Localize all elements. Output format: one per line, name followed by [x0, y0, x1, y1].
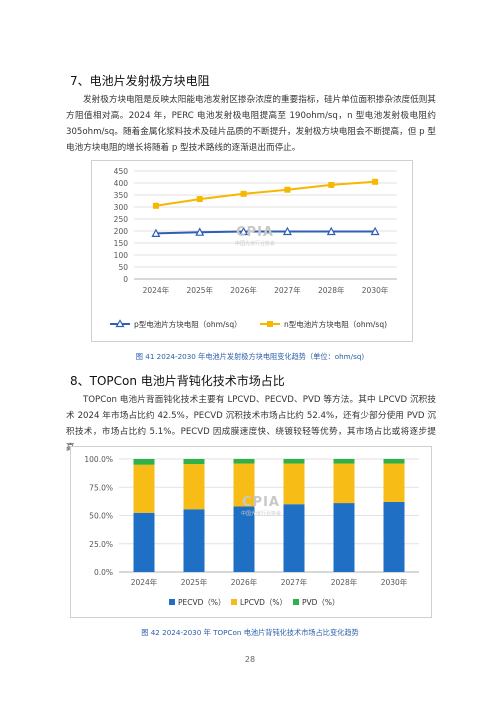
section-7-title: 7、电池片发射极方块电阻 — [70, 74, 210, 88]
y-tick-label: 250 — [114, 215, 129, 224]
bar-segment — [233, 463, 255, 507]
data-point — [152, 202, 159, 209]
x-tick-label: 2025年 — [181, 577, 208, 587]
x-tick-label: 2024年 — [143, 285, 170, 295]
data-point — [370, 226, 380, 236]
y-tick-label: 300 — [114, 203, 129, 212]
bar-segment — [333, 459, 355, 464]
figure-41-caption: 图 41 2024-2030 年电池片发射极方块电阻变化趋势（单位：ohm/sq… — [135, 352, 365, 361]
bar-segment — [183, 459, 205, 465]
bar-segment — [233, 459, 255, 464]
legend-marker — [267, 321, 273, 327]
legend-swatch — [293, 599, 299, 605]
bar-segment — [283, 504, 305, 572]
x-tick-label: 2028年 — [318, 285, 345, 295]
bar-segment — [283, 459, 305, 464]
y-tick-label: 0 — [123, 275, 128, 284]
data-point — [326, 226, 336, 236]
section-8-title: 8、TOPCon 电池片背钝化技术市场占比 — [70, 374, 285, 388]
data-point — [239, 226, 249, 236]
line-chart-svg: 0 50 100 150 200 250 300 350 400 450 2024年 2025年 202… — [110, 167, 397, 329]
data-point — [328, 181, 335, 188]
bar-segment — [233, 506, 255, 572]
section-7-paragraph: 发射极方块电阻是反映太阳能电池发射区掺杂浓度的重要指标，硅片单位面积掺杂浓度低则… — [66, 95, 436, 153]
bar-segment — [133, 512, 155, 572]
bar-segment — [133, 459, 155, 465]
legend-swatch — [169, 599, 175, 605]
figure-42-caption: 图 42 2024-2030 年 TOPCon 电池片背钝化技术市场占比变化趋势 — [141, 628, 359, 637]
watermark: CPIA 中国光伏行业协会 — [210, 225, 300, 247]
x-tick-label: 2026年 — [230, 285, 257, 295]
data-point — [195, 227, 205, 236]
y-tick-label: 25.0% — [89, 540, 113, 549]
y-tick-label: 400 — [114, 179, 129, 188]
legend-marker — [115, 319, 125, 328]
x-tick-label: 2028年 — [331, 577, 358, 587]
watermark-subtext: 中国光伏行业协会 — [234, 241, 275, 247]
legend-label: n型电池片方块电阻（ohm/sq) — [284, 319, 387, 329]
data-point — [284, 186, 291, 193]
bar-segment — [383, 463, 405, 502]
bar-segment — [133, 464, 155, 513]
data-point — [372, 178, 379, 185]
y-tick-label: 0.0% — [94, 568, 113, 577]
stacked-bar-chart-svg: 0.0% 25.0% 50.0% 75.0% 100.0% 2024年 2025年 2026年… — [84, 455, 419, 607]
data-point — [196, 196, 203, 203]
x-tick-label: 2027年 — [274, 285, 301, 295]
legend-label: PVD（%） — [302, 598, 340, 607]
watermark-subtext: 中国光伏行业协会 — [240, 511, 281, 517]
watermark-logo-text: CPIA — [236, 225, 274, 240]
series-line — [155, 180, 376, 207]
y-tick-label: 100 — [114, 251, 129, 260]
y-tick-label: 350 — [114, 191, 129, 200]
bar-segment — [183, 464, 205, 510]
bar-segment — [283, 463, 305, 505]
passivation-market-share-chart: 0.0% 25.0% 50.0% 75.0% 100.0% 2024年 2025年 2026年… — [70, 446, 432, 618]
y-tick-label: 50.0% — [89, 512, 113, 521]
bar-segment — [383, 459, 405, 464]
y-tick-label: 75.0% — [89, 483, 113, 492]
bar-segment — [383, 501, 405, 572]
y-tick-label: 150 — [114, 239, 129, 248]
x-tick-label: 2027年 — [281, 577, 308, 587]
sheet-resistance-chart: 0 50 100 150 200 250 300 350 400 450 2024年 2025年 202… — [91, 160, 413, 342]
y-tick-label: 100.0% — [84, 455, 113, 464]
data-point — [151, 228, 161, 238]
y-tick-label: 450 — [114, 167, 129, 176]
data-point — [240, 190, 247, 197]
legend-swatch — [231, 599, 237, 605]
y-tick-label: 50 — [118, 263, 128, 272]
bar-segment — [333, 463, 355, 504]
watermark: CPIA 中国光伏行业协会 — [221, 495, 301, 517]
x-tick-label: 2025年 — [186, 285, 213, 295]
legend-label: LPCVD（%） — [240, 598, 287, 607]
x-tick-label: 2024年 — [131, 577, 158, 587]
legend-label: p型电池片方块电阻（ohm/sq） — [134, 319, 242, 329]
bar-segment — [183, 509, 205, 572]
x-tick-label: 2030年 — [362, 285, 389, 295]
watermark-logo-text: CPIA — [242, 495, 280, 510]
data-point — [282, 226, 292, 236]
series-line — [155, 230, 376, 235]
y-tick-label: 200 — [114, 227, 129, 236]
x-tick-label: 2026年 — [231, 577, 258, 587]
bar-segment — [333, 503, 355, 572]
x-tick-label: 2030年 — [381, 577, 408, 587]
page-number: 28 — [244, 655, 256, 664]
legend-label: PECVD（%） — [178, 598, 226, 607]
